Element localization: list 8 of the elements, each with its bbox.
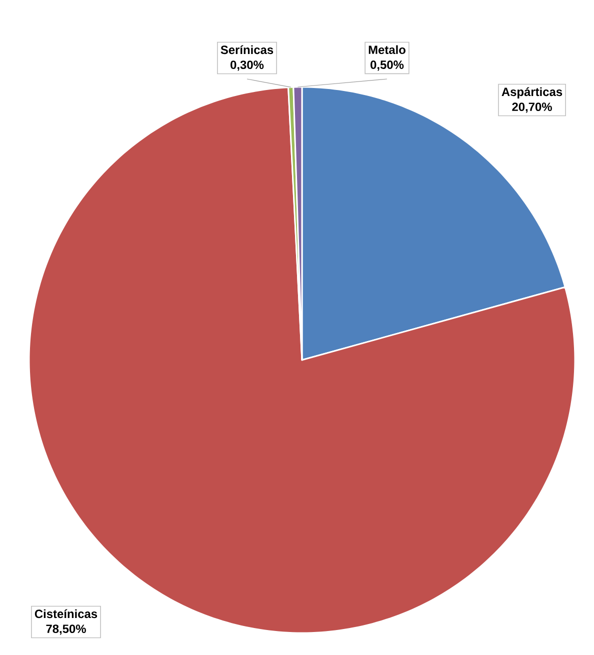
data-label: 0,50% <box>370 60 404 71</box>
data-label: 78,50% <box>46 624 86 635</box>
slice-label: Serínicas <box>220 45 274 54</box>
data-label: 0,30% <box>230 60 264 71</box>
slice-label: Cisteínicas <box>34 609 98 618</box>
slice-label: Aspárticas <box>502 87 562 98</box>
slice-label: Metalo <box>368 45 406 54</box>
data-label: 20,70% <box>512 102 552 113</box>
